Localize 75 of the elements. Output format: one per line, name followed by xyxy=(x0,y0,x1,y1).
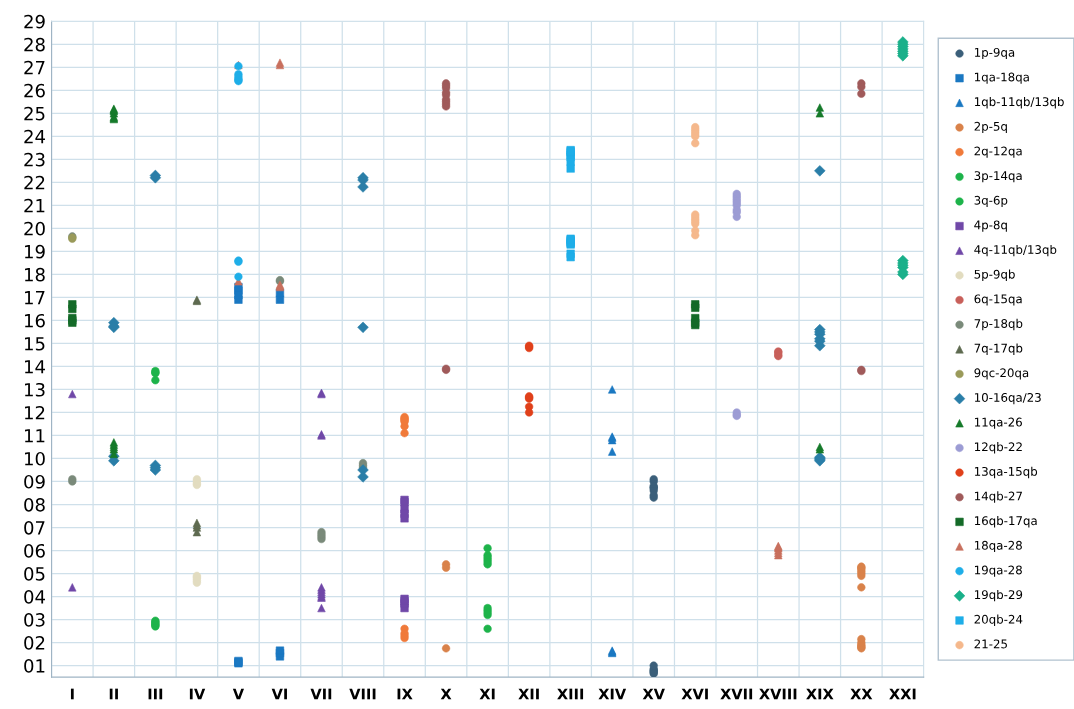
y-tick-label: 19 xyxy=(25,244,45,259)
legend-label: 7q-17qb xyxy=(974,343,1023,355)
x-tick-label: XIV xyxy=(598,688,627,700)
legend-label: 4q-11qb/13qb xyxy=(974,244,1057,257)
y-tick-label: 08 xyxy=(24,497,45,512)
legend-label: 7p-18qb xyxy=(974,318,1023,331)
y-tick-label: 17 xyxy=(25,291,45,305)
x-tick-label: XV xyxy=(642,688,665,700)
legend-label: 20qb-24 xyxy=(974,614,1023,627)
y-tick-label: 12 xyxy=(25,405,45,420)
legend-label: 12qb-22 xyxy=(974,442,1022,454)
y-tick-label: 09 xyxy=(24,474,45,489)
x-tick-label: X xyxy=(440,688,452,700)
x-tick-label: VI xyxy=(271,688,287,700)
x-tick-label: III xyxy=(148,688,163,700)
y-tick-label: 21 xyxy=(24,198,45,213)
x-tick-label: VIII xyxy=(349,688,376,700)
x-tick-label: I xyxy=(70,688,74,700)
y-tick-label: 18 xyxy=(25,267,45,282)
y-tick-label: 23 xyxy=(24,152,45,167)
legend-label: 19qb-29 xyxy=(974,589,1023,602)
y-tick-label: 05 xyxy=(24,567,45,581)
y-tick-label: 20 xyxy=(24,221,45,236)
y-tick-label: 03 xyxy=(24,613,45,627)
legend-label: 6q-15qa xyxy=(974,294,1022,306)
legend-label: 10-16qa/23 xyxy=(974,392,1041,405)
y-tick-label: 26 xyxy=(24,83,45,98)
y-tick-label: 14 xyxy=(25,360,45,374)
legend-label: 19qa-28 xyxy=(974,565,1022,577)
legend-label: 16qb-17qa xyxy=(974,516,1037,528)
legend-label: 13qa-15qb xyxy=(974,466,1038,479)
y-tick-label: 27 xyxy=(24,60,45,75)
y-tick-label: 04 xyxy=(24,590,45,604)
legend-label: 5p-9qb xyxy=(974,269,1015,281)
legend-label: 3q-6p xyxy=(974,195,1008,208)
y-tick-label: 01 xyxy=(24,659,45,673)
legend-label: 2q-12qa xyxy=(974,146,1022,158)
y-tick-label: 07 xyxy=(24,520,45,535)
legend-label: 9qc-20qa xyxy=(974,368,1029,380)
x-tick-label: XXI xyxy=(889,688,916,700)
x-tick-label: XI xyxy=(479,688,495,700)
legend-label: 11qa-26 xyxy=(974,417,1022,429)
x-tick-label: VII xyxy=(310,688,332,700)
legend-label: 1p-9qa xyxy=(974,47,1015,60)
y-tick-label: 25 xyxy=(24,106,45,121)
x-tick-label: XIX xyxy=(806,688,834,700)
y-tick-label: 24 xyxy=(24,129,45,144)
legend-label: 3p-14qa xyxy=(974,171,1022,183)
x-tick-label: IX xyxy=(397,688,413,700)
x-tick-label: XII xyxy=(518,688,539,700)
x-tick-label: XX xyxy=(850,688,873,700)
y-tick-label: 13 xyxy=(25,382,45,397)
y-tick-label: 15 xyxy=(25,337,45,351)
x-tick-label: XIII xyxy=(557,688,584,700)
x-tick-label: IV xyxy=(189,688,206,700)
x-tick-label: XVII xyxy=(720,688,753,700)
x-tick-label: XVI xyxy=(681,688,708,700)
legend-label: 18qa-28 xyxy=(974,540,1022,553)
x-tick-label: XVIII xyxy=(759,688,797,700)
legend-label: 4p-8q xyxy=(974,220,1007,232)
y-tick-label: 02 xyxy=(24,636,45,650)
legend-label: 2p-5q xyxy=(974,121,1007,134)
y-tick-label: 06 xyxy=(24,543,45,558)
y-tick-label: 11 xyxy=(25,429,45,443)
y-tick-label: 10 xyxy=(25,451,45,466)
y-tick-label: 22 xyxy=(24,175,45,190)
legend-label: 21-25 xyxy=(974,639,1007,649)
legend-label: 1qa-18qa xyxy=(974,72,1029,84)
y-tick-label: 29 xyxy=(24,14,45,29)
legend-label: 1qb-11qb/13qb xyxy=(974,96,1064,109)
legend-label: 14qb-27 xyxy=(974,491,1022,503)
y-tick-label: 16 xyxy=(25,313,45,328)
y-tick-label: 28 xyxy=(24,37,45,52)
x-tick-label: II xyxy=(109,688,118,700)
x-tick-label: V xyxy=(232,688,244,700)
